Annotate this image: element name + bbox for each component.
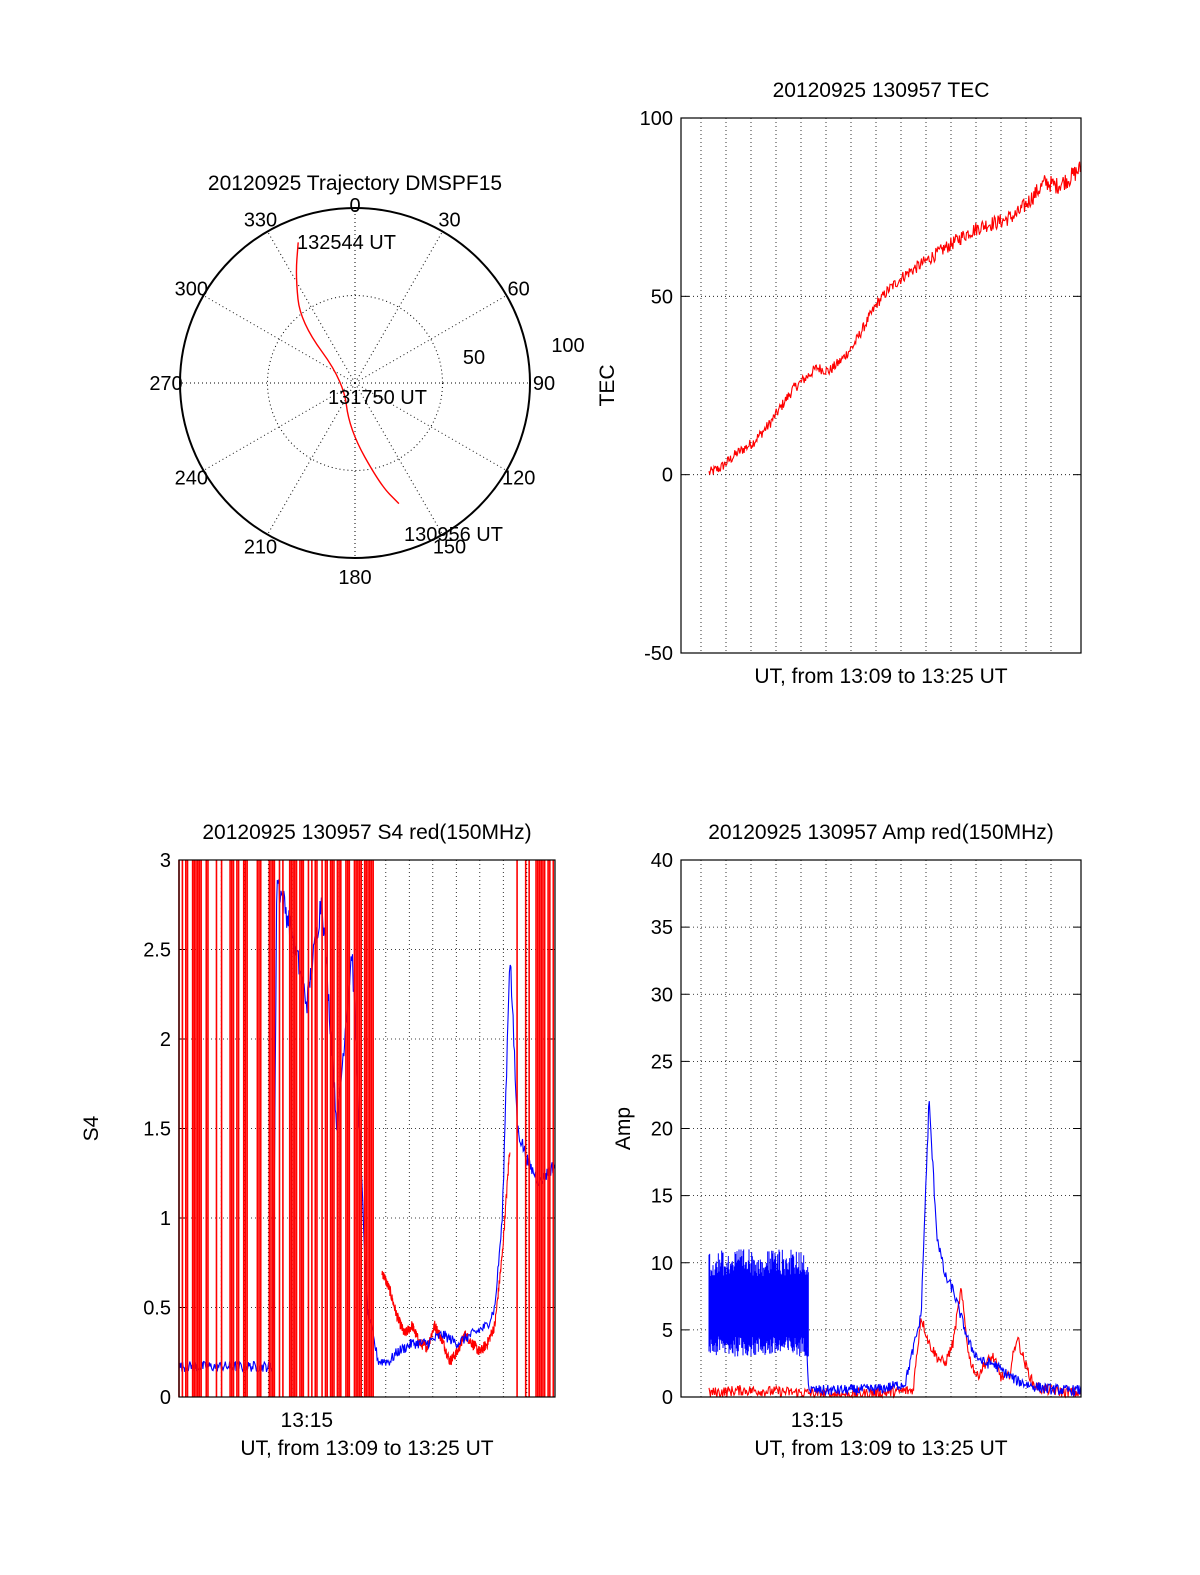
y-tick-label: 2 bbox=[160, 1029, 171, 1051]
plot-frame bbox=[178, 859, 556, 1398]
y-tick-label: 1.5 bbox=[143, 1119, 171, 1141]
polar-radial-tick: 50 bbox=[463, 347, 485, 369]
chart-panel-s4: 20120925 130957 S4 red(150MHz) 0 0.5 1 1.5 2 2… bbox=[80, 821, 556, 1460]
y-tick-label: -50 bbox=[644, 643, 673, 665]
y-tick-label: 40 bbox=[651, 850, 673, 872]
polar-grid-circle-50 bbox=[267, 295, 443, 471]
y-tick-label: 0.5 bbox=[143, 1298, 171, 1320]
polar-spoke bbox=[354, 231, 443, 384]
y-tick-label: 2.5 bbox=[143, 940, 171, 962]
polar-angle-tick: 240 bbox=[175, 468, 208, 490]
polar-annotation-mid: 131750 UT bbox=[328, 387, 427, 409]
y-tick-label: 50 bbox=[651, 286, 673, 308]
polar-spoke bbox=[267, 231, 356, 384]
x-tick-label: 13:15 bbox=[791, 1409, 844, 1432]
x-axis-label: UT, from 13:09 to 13:25 UT bbox=[754, 665, 1007, 688]
chart-title: 20120925 130957 TEC bbox=[773, 79, 990, 102]
y-tick-label: 5 bbox=[662, 1320, 673, 1342]
y-tick-label: 35 bbox=[651, 917, 673, 939]
series-line-red bbox=[708, 161, 1082, 475]
y-axis-label: TEC bbox=[596, 365, 619, 407]
polar-angle-tick: 270 bbox=[149, 373, 182, 395]
series-line-red bbox=[381, 1152, 511, 1366]
polar-angle-tick: 210 bbox=[244, 537, 277, 559]
polar-spoke bbox=[354, 295, 507, 384]
polar-angle-tick: 60 bbox=[508, 279, 530, 301]
polar-title: 20120925 Trajectory DMSPF15 bbox=[208, 172, 502, 195]
y-axis-label: S4 bbox=[80, 1115, 103, 1141]
y-tick-label: 0 bbox=[160, 1387, 171, 1409]
x-axis-label: UT, from 13:09 to 13:25 UT bbox=[240, 1437, 493, 1460]
y-tick-label: 10 bbox=[651, 1253, 673, 1275]
chart-panel-tec: 20120925 130957 TEC -50 0 50 100 UT, from 13:… bbox=[596, 79, 1082, 688]
y-axis-label: Amp bbox=[612, 1107, 635, 1150]
y-tick-label: 25 bbox=[651, 1051, 673, 1073]
polar-angle-tick: 120 bbox=[502, 468, 535, 490]
y-tick-label: 30 bbox=[651, 984, 673, 1006]
plot-frame bbox=[680, 859, 1082, 1398]
chart-title: 20120925 130957 Amp red(150MHz) bbox=[708, 821, 1054, 844]
y-tick-label: 15 bbox=[651, 1186, 673, 1208]
x-tick-label: 13:15 bbox=[281, 1409, 334, 1432]
polar-annotation-end: 132544 UT bbox=[297, 232, 396, 254]
polar-radial-tick: 100 bbox=[551, 335, 584, 357]
polar-angle-tick: 300 bbox=[175, 279, 208, 301]
plot-frame bbox=[680, 117, 1082, 654]
polar-angle-tick: 30 bbox=[438, 209, 460, 231]
y-tick-label: 0 bbox=[662, 465, 673, 487]
polar-angle-tick: 0 bbox=[349, 195, 360, 217]
polar-annotation-start: 130956 UT bbox=[404, 524, 503, 546]
polar-angle-tick: 180 bbox=[338, 567, 371, 589]
y-tick-label: 20 bbox=[651, 1119, 673, 1141]
x-axis-label: UT, from 13:09 to 13:25 UT bbox=[754, 1437, 1007, 1460]
chart-panel-amp: 20120925 130957 Amp red(150MHz) 0 5 10 15 20 2… bbox=[612, 821, 1082, 1460]
polar-angle-tick: 90 bbox=[533, 373, 555, 395]
series-line-red bbox=[708, 1288, 1082, 1399]
y-tick-label: 0 bbox=[662, 1387, 673, 1409]
chart-title: 20120925 130957 S4 red(150MHz) bbox=[202, 821, 531, 844]
polar-trajectory bbox=[295, 242, 400, 505]
y-tick-label: 100 bbox=[640, 108, 673, 130]
polar-outer-circle bbox=[179, 207, 531, 559]
y-tick-label: 1 bbox=[160, 1208, 171, 1230]
polar-angle-tick: 330 bbox=[244, 209, 277, 231]
y-tick-label: 3 bbox=[160, 850, 171, 872]
polar-angle-tick: 150 bbox=[433, 537, 466, 559]
